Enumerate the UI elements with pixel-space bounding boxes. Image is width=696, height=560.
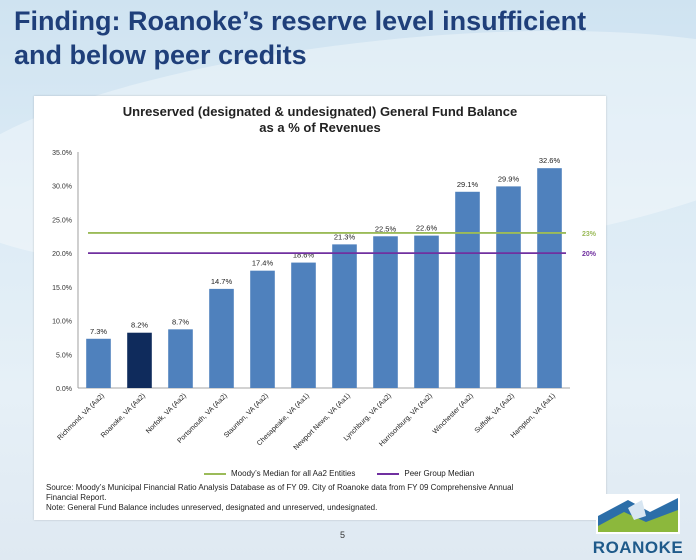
source-note-line-1: Source: Moody’s Municipal Financial Rati… [46,483,514,492]
data-label: 32.6% [539,156,561,165]
legend-swatch-peer-median [377,472,400,475]
category-label: Hampton, VA (Aa1) [510,392,557,439]
category-label: Staunton, VA (Aa2) [223,392,270,439]
legend-item-moodys-median: Moody’s Median for all Aa2 Entities [204,469,355,478]
bar [332,244,357,388]
chart-title: Unreserved (designated & undesignated) G… [34,104,606,136]
legend-label-peer-median: Peer Group Median [404,469,475,478]
data-label: 29.9% [498,174,520,183]
reference-line-label: 23% [582,231,597,238]
data-label: 14.7% [211,277,233,286]
page-number: 5 [340,530,346,540]
legend-item-peer-median: Peer Group Median [377,469,474,478]
y-tick-label: 25.0% [52,217,72,224]
y-tick-label: 15.0% [52,285,72,292]
data-label: 17.4% [252,259,274,268]
data-label: 29.1% [457,180,479,189]
category-label: Winchester (Aa2) [432,392,475,435]
bar [537,168,562,388]
bar [414,235,439,388]
data-label: 7.3% [90,327,107,336]
data-label: 18.6% [293,251,315,260]
chart-title-line-1: Unreserved (designated & undesignated) G… [122,104,518,119]
reference-line-label: 20% [582,251,597,258]
category-label: Norfolk, VA (Aa2) [145,392,188,435]
general-fund-note: Note: General Fund Balance includes unre… [46,503,378,512]
slide-title-line-1: Finding: Roanoke’s reserve level insuffi… [14,6,587,36]
data-label: 8.2% [131,321,148,330]
category-label: Suffolk, VA (Aa2) [474,392,516,434]
slide-title-line-2: and below peer credits [14,40,307,70]
category-label: Roanoke, VA (Aa2) [100,392,147,439]
chart-title-line-2: as a % of Revenues [259,120,381,135]
bar [86,338,111,388]
roanoke-logo [596,494,680,534]
bar [455,191,480,388]
y-tick-label: 35.0% [52,150,72,157]
y-tick-label: 10.0% [52,319,72,326]
y-tick-label: 5.0% [56,352,72,359]
y-tick-label: 30.0% [52,184,72,191]
source-note: Source: Moody’s Municipal Financial Rati… [46,483,594,513]
category-label: Richmond, VA (Aa2) [56,392,105,441]
data-label: 22.6% [416,224,438,233]
chart-legend: Moody’s Median for all Aa2 Entities Peer… [204,469,474,478]
data-label: 21.3% [334,232,356,241]
bar [209,288,234,388]
data-label: 22.5% [375,224,397,233]
logo-wordmark: ROANOKE [592,538,684,557]
bar [291,262,316,388]
bar [496,186,521,388]
slide-title: Finding: Roanoke’s reserve level insuffi… [14,4,684,72]
chart-panel: Unreserved (designated & undesignated) G… [34,96,606,520]
y-tick-label: 0.0% [56,386,72,393]
source-note-line-2: Financial Report. [46,493,107,502]
bar-chart: 0.0% 5.0% 10.0% 15.0% 20.0% 25.0% 30.0% 35.0% 7.… [52,150,597,452]
bar [250,270,275,388]
legend-label-moodys-median: Moody’s Median for all Aa2 Entities [231,469,356,478]
bar [168,329,193,388]
bar [373,236,398,388]
y-tick-label: 20.0% [52,251,72,258]
bar [127,332,152,388]
data-label: 8.7% [172,317,189,326]
legend-swatch-moodys-median [204,472,226,475]
